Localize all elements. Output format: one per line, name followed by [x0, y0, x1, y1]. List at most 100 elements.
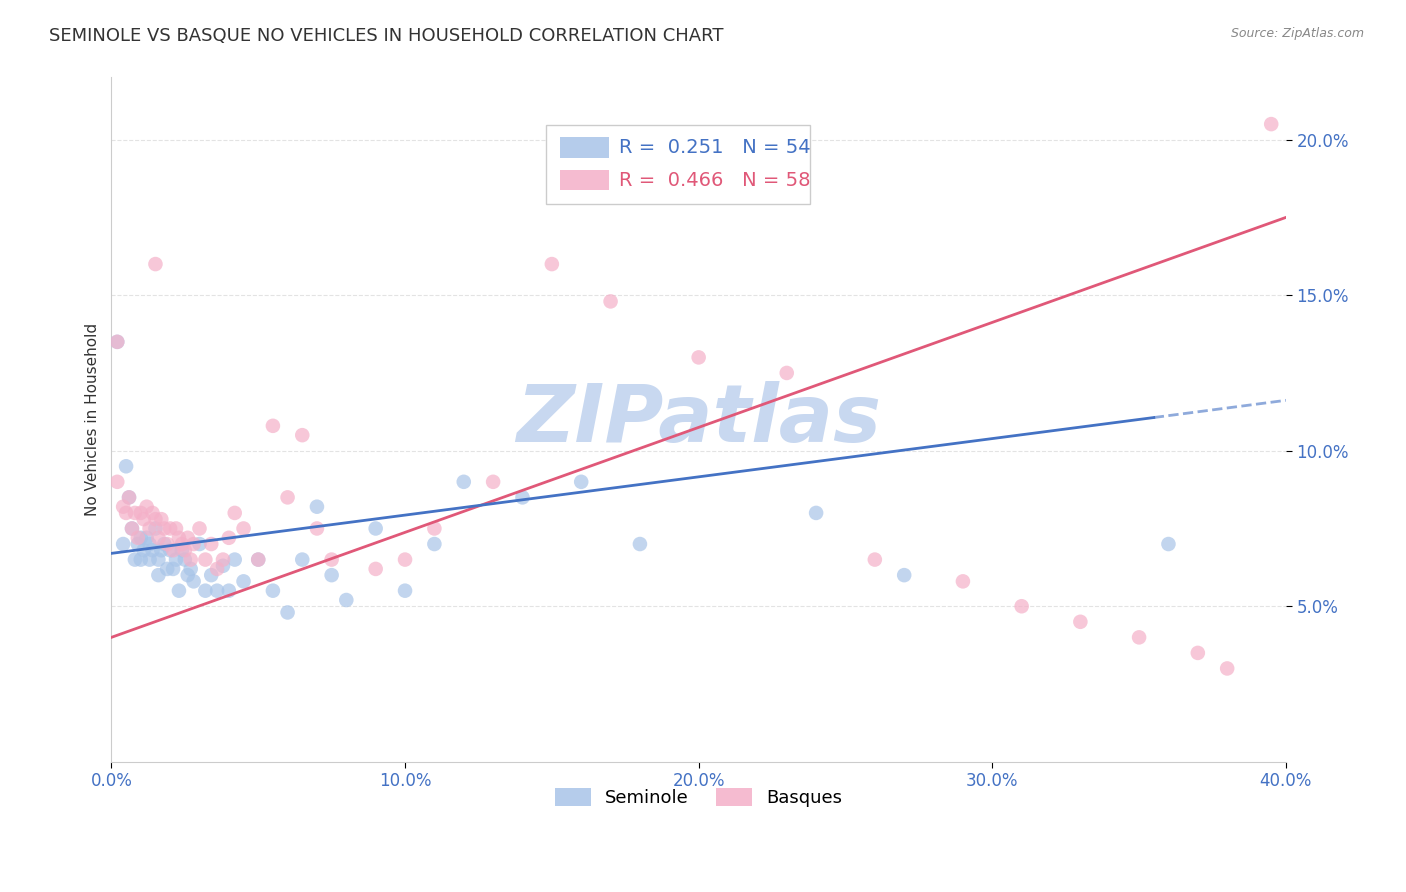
- Point: [218, 531, 240, 545]
- Point: [118, 491, 141, 505]
- Point: [138, 521, 160, 535]
- Point: [105, 334, 128, 349]
- Point: [277, 491, 299, 505]
- Point: [688, 351, 710, 365]
- Point: [165, 521, 187, 535]
- Point: [183, 537, 205, 551]
- Point: [305, 500, 328, 514]
- Point: [112, 537, 135, 551]
- Point: [364, 562, 387, 576]
- Point: [247, 552, 270, 566]
- Point: [141, 543, 163, 558]
- Point: [141, 506, 163, 520]
- Point: [105, 475, 128, 489]
- Point: [145, 257, 167, 271]
- Point: [127, 537, 149, 551]
- Point: [162, 543, 184, 558]
- Point: [453, 475, 475, 489]
- Point: [170, 537, 193, 551]
- Point: [863, 552, 886, 566]
- Point: [135, 531, 157, 545]
- Point: [893, 568, 915, 582]
- Point: [148, 568, 170, 582]
- FancyBboxPatch shape: [560, 169, 609, 190]
- Legend: Seminole, Basques: Seminole, Basques: [547, 780, 849, 814]
- Point: [173, 543, 195, 558]
- Point: [170, 543, 193, 558]
- Point: [124, 552, 146, 566]
- Point: [218, 583, 240, 598]
- Point: [305, 521, 328, 535]
- Text: ZIPatlas: ZIPatlas: [516, 381, 882, 458]
- Point: [277, 606, 299, 620]
- Point: [232, 574, 254, 589]
- Point: [180, 552, 202, 566]
- Point: [200, 537, 222, 551]
- Point: [145, 521, 167, 535]
- FancyBboxPatch shape: [546, 126, 810, 204]
- Point: [291, 428, 314, 442]
- Point: [162, 562, 184, 576]
- Point: [224, 552, 246, 566]
- Point: [188, 521, 211, 535]
- Point: [262, 583, 284, 598]
- Point: [180, 562, 202, 576]
- Point: [118, 491, 141, 505]
- Point: [124, 506, 146, 520]
- Point: [188, 537, 211, 551]
- Point: [262, 418, 284, 433]
- Point: [115, 506, 138, 520]
- Point: [205, 562, 228, 576]
- Point: [212, 558, 235, 573]
- Point: [423, 521, 446, 535]
- Point: [423, 537, 446, 551]
- Text: Source: ZipAtlas.com: Source: ZipAtlas.com: [1230, 27, 1364, 40]
- Point: [291, 552, 314, 566]
- Point: [148, 531, 170, 545]
- Point: [105, 334, 128, 349]
- Point: [1069, 615, 1091, 629]
- Y-axis label: No Vehicles in Household: No Vehicles in Household: [86, 323, 100, 516]
- Point: [132, 543, 155, 558]
- Point: [194, 552, 217, 566]
- Point: [167, 583, 190, 598]
- Point: [127, 531, 149, 545]
- Point: [1187, 646, 1209, 660]
- Point: [183, 574, 205, 589]
- Point: [129, 506, 152, 520]
- Point: [1011, 599, 1033, 614]
- Point: [321, 568, 343, 582]
- Point: [599, 294, 621, 309]
- Point: [167, 531, 190, 545]
- FancyBboxPatch shape: [560, 137, 609, 158]
- Point: [165, 552, 187, 566]
- Point: [177, 531, 200, 545]
- Point: [1260, 117, 1282, 131]
- Point: [173, 552, 195, 566]
- Point: [156, 537, 179, 551]
- Point: [138, 537, 160, 551]
- Point: [628, 537, 651, 551]
- Point: [135, 500, 157, 514]
- Point: [121, 521, 143, 535]
- Point: [200, 568, 222, 582]
- Point: [138, 552, 160, 566]
- Point: [1216, 661, 1239, 675]
- Point: [145, 512, 167, 526]
- Point: [156, 562, 179, 576]
- Point: [1157, 537, 1180, 551]
- Text: SEMINOLE VS BASQUE NO VEHICLES IN HOUSEHOLD CORRELATION CHART: SEMINOLE VS BASQUE NO VEHICLES IN HOUSEH…: [49, 27, 724, 45]
- Point: [232, 521, 254, 535]
- Point: [1128, 631, 1150, 645]
- Point: [540, 257, 562, 271]
- Point: [205, 583, 228, 598]
- Point: [247, 552, 270, 566]
- Point: [569, 475, 592, 489]
- Point: [153, 521, 176, 535]
- Point: [952, 574, 974, 589]
- Point: [159, 521, 181, 535]
- Point: [512, 491, 534, 505]
- Point: [177, 568, 200, 582]
- Point: [482, 475, 505, 489]
- Point: [132, 512, 155, 526]
